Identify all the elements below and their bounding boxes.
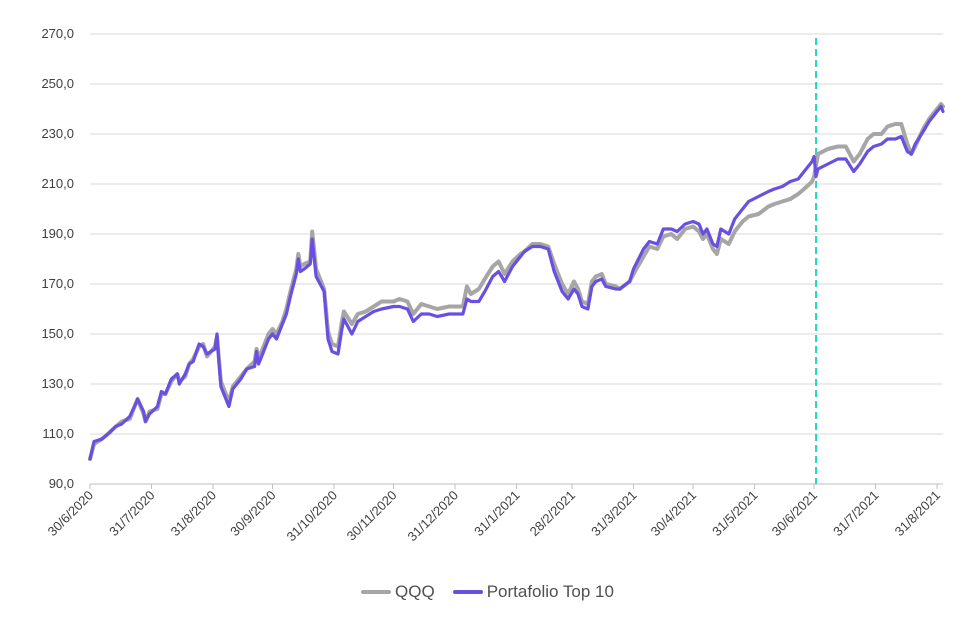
y-tick-label: 170,0: [41, 276, 74, 291]
y-tick-label: 130,0: [41, 376, 74, 391]
x-tick-label: 28/2/2021: [527, 488, 579, 540]
x-tick-label: 31/3/2021: [588, 488, 640, 540]
legend-item-portafolio: Portafolio Top 10: [452, 582, 614, 602]
x-tick-label: 30/11/2020: [344, 488, 400, 544]
y-tick-label: 210,0: [41, 176, 74, 191]
x-tick-label: 30/6/2020: [45, 488, 97, 540]
x-tick-label: 31/7/2020: [106, 488, 158, 540]
legend-label-qqq: QQQ: [395, 582, 435, 601]
legend-swatch-portafolio: [452, 590, 483, 594]
y-tick-label: 230,0: [41, 126, 74, 141]
grid-lines: [90, 33, 943, 485]
y-tick-label: 90,0: [49, 476, 74, 491]
legend: QQQ Portafolio Top 10: [0, 582, 975, 602]
x-tick-label: 31/10/2020: [283, 488, 340, 545]
legend-label-portafolio: Portafolio Top 10: [486, 582, 614, 601]
y-tick-label: 110,0: [42, 426, 74, 441]
x-axis: 30/6/2020 31/7/2020 31/8/2020 30/9/2020 31/1…: [45, 484, 944, 545]
y-tick-label: 190,0: [41, 226, 74, 241]
y-axis: 90,0 110,0 130,0 150,0 170,0 190,0 210,0 230,0 2…: [41, 26, 74, 491]
y-tick-label: 270,0: [41, 26, 74, 41]
series-line-portafolio: [88, 104, 945, 461]
x-tick-label: 31/7/2021: [830, 488, 882, 540]
x-tick-label: 31/8/2021: [892, 488, 944, 540]
x-tick-label: 31/12/2020: [405, 488, 462, 545]
legend-swatch-qqq: [361, 590, 392, 594]
y-tick-label: 250,0: [41, 76, 74, 91]
x-tick-label: 31/8/2020: [168, 488, 220, 540]
x-tick-label: 30/4/2021: [648, 488, 700, 540]
x-tick-label: 31/1/2021: [471, 488, 523, 540]
y-tick-label: 150,0: [41, 326, 74, 341]
series-lines: [88, 102, 945, 461]
x-tick-label: 30/9/2020: [227, 488, 279, 540]
legend-item-qqq: QQQ: [361, 582, 435, 602]
x-tick-label: 30/6/2021: [769, 488, 821, 540]
x-tick-label: 31/5/2021: [709, 488, 761, 540]
